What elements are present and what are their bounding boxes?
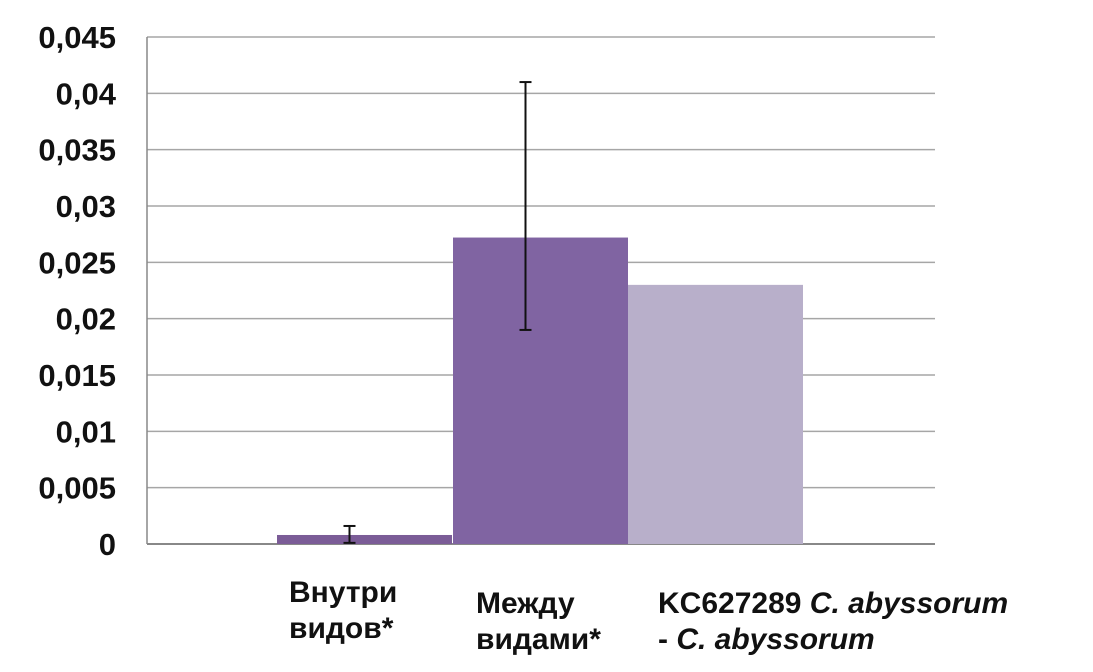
y-tick-label: 0,025 — [38, 245, 116, 280]
error-bar-1 — [519, 81, 532, 331]
y-tick-label: 0,04 — [56, 76, 117, 111]
y-tick-label: 0,01 — [56, 414, 116, 449]
y-tick-label: 0,035 — [38, 133, 116, 168]
error-bars — [343, 81, 532, 544]
bar-1 — [453, 237, 628, 544]
x-tick-label-within-species: Внутри видов* — [289, 576, 398, 645]
y-tick-label: 0 — [99, 527, 116, 562]
y-tick-label: 0,005 — [38, 471, 116, 506]
y-axis-tick-labels: 0 0,005 0,01 0,015 0,02 0,025 0,03 0,035 0,04 0,0… — [38, 20, 116, 562]
x-tick-label-between-species: Между видами* — [476, 587, 601, 656]
bar-0 — [277, 534, 452, 544]
y-tick-label: 0,02 — [56, 302, 116, 337]
y-tick-label: 0,045 — [38, 20, 116, 55]
x-tick-label-kc627289: KC627289 C. abyssorum - C. abyssorum — [658, 587, 1009, 656]
bars — [277, 237, 803, 544]
y-tick-label: 0,03 — [56, 189, 116, 224]
y-tick-label: 0,015 — [38, 358, 116, 393]
error-bar-0 — [343, 524, 356, 544]
bar-2 — [628, 284, 803, 544]
